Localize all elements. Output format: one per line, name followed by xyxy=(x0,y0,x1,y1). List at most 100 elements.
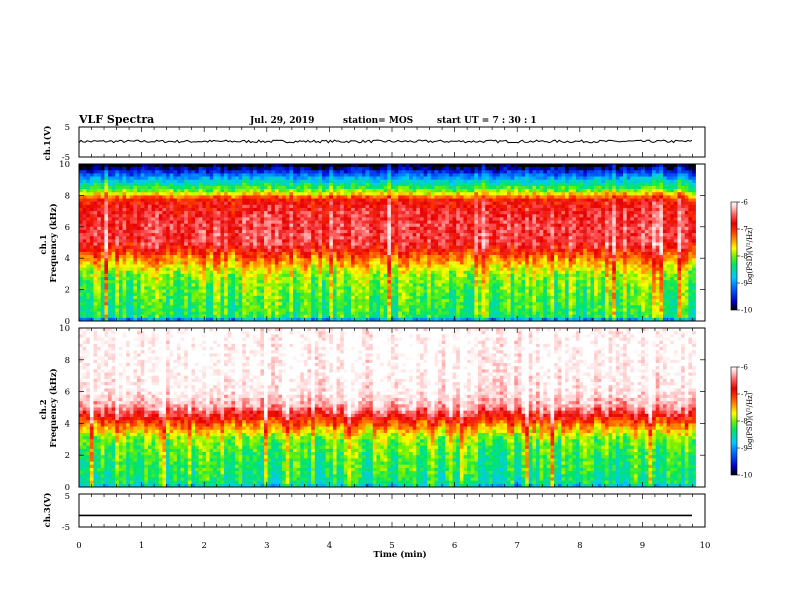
spec1-cell xyxy=(637,189,642,193)
spec1-cell xyxy=(169,201,174,206)
spec1-cell xyxy=(213,201,218,206)
spec1-cell xyxy=(86,195,91,199)
spec1-cell xyxy=(554,167,559,171)
spec1-cell xyxy=(347,201,352,206)
spec1-cell xyxy=(536,204,540,209)
spec1-cell xyxy=(619,201,624,206)
spec1-cell xyxy=(325,207,330,212)
spec1-cell xyxy=(510,173,515,177)
spec1-cell xyxy=(213,226,218,231)
spec1-cell xyxy=(231,229,236,234)
spec1-cell xyxy=(681,248,686,253)
spec1-cell xyxy=(249,242,254,246)
spec1-cell xyxy=(234,220,239,224)
spec1-cell xyxy=(122,185,127,190)
spec1-cell xyxy=(97,195,102,199)
spec1-cell xyxy=(441,204,446,209)
spec1-cell xyxy=(303,167,308,171)
spec1-cell xyxy=(140,248,145,253)
spec1-cell xyxy=(227,233,232,237)
spec1-cell xyxy=(325,204,330,209)
spec1-cell xyxy=(387,176,392,180)
spec1-cell xyxy=(438,170,443,174)
spec1-cell xyxy=(202,189,207,193)
spec1-cell xyxy=(644,185,649,190)
spec1-cell xyxy=(434,226,439,231)
spec1-cell xyxy=(318,220,323,224)
spec1-cell xyxy=(590,179,595,184)
spec1-cell xyxy=(242,201,247,206)
spec1-cell xyxy=(514,242,519,246)
spec1-cell xyxy=(521,179,526,184)
spec1-cell xyxy=(137,236,141,240)
spec1-cell xyxy=(347,236,352,240)
spec1-cell xyxy=(670,198,675,202)
spec1-cell xyxy=(336,189,341,193)
spec1-cell xyxy=(427,220,432,224)
spec1-cell xyxy=(503,207,508,212)
spec1-cell xyxy=(300,220,305,224)
spec1-cell xyxy=(456,204,461,209)
spec1-cell xyxy=(97,189,102,193)
spec1-cell xyxy=(238,223,243,228)
spec1-cell xyxy=(347,214,352,218)
spec1-cell xyxy=(492,176,497,180)
spec1-cell xyxy=(612,201,617,206)
spec1-cell xyxy=(594,198,598,202)
spec1-cell xyxy=(615,170,620,174)
spec1-cell xyxy=(575,201,580,206)
spec1-cell xyxy=(604,211,609,215)
spec1-cell xyxy=(278,229,283,234)
spec1-cell xyxy=(401,182,406,187)
spec1-cell xyxy=(575,236,580,240)
spec1-cell xyxy=(405,167,410,171)
spec1-cell xyxy=(126,198,131,202)
spec1-cell xyxy=(122,182,127,187)
spec1-cell xyxy=(659,179,664,184)
spec1-cell xyxy=(166,236,170,240)
spec1-cell xyxy=(82,164,87,168)
spec1-cell xyxy=(133,248,138,253)
spec1-cell xyxy=(361,198,366,202)
spec1-cell xyxy=(267,170,272,174)
spec1-cell xyxy=(459,164,464,168)
spec1-cell xyxy=(209,201,214,206)
spec1-cell xyxy=(166,239,170,243)
spec1-cell xyxy=(691,195,696,199)
spec1-cell xyxy=(180,248,185,253)
spec1-cell xyxy=(267,195,272,199)
spec1-cell xyxy=(318,182,323,187)
spec1-cell xyxy=(430,176,435,180)
spec1-cell xyxy=(445,195,450,199)
spec1-cell xyxy=(365,198,370,202)
spec1-cell xyxy=(369,198,374,202)
spec1-cell xyxy=(158,201,163,206)
spec1-cell xyxy=(115,170,120,174)
spec1-cell xyxy=(681,207,686,212)
spec1-cell xyxy=(329,233,334,237)
spec1-cell xyxy=(507,204,511,209)
spec1-cell xyxy=(416,179,421,184)
spec1-cell xyxy=(456,248,461,253)
spec1-cell xyxy=(322,173,326,177)
spec1-cell xyxy=(369,223,374,228)
spec1-cell xyxy=(448,242,453,246)
spec1-cell xyxy=(180,198,185,202)
spec1-cell xyxy=(496,211,501,215)
spec1-cell xyxy=(162,167,167,171)
spec1-cell xyxy=(670,236,675,240)
spec1-cell xyxy=(343,182,348,187)
spec1-cell xyxy=(691,223,696,228)
spec1-cell xyxy=(419,233,424,237)
spec1-cell xyxy=(536,220,540,224)
spec1-cell xyxy=(361,229,366,234)
spec1-cell xyxy=(405,229,410,234)
spec1-cell xyxy=(568,182,573,187)
spec1-cell xyxy=(238,229,243,234)
spec1-cell xyxy=(691,204,696,209)
spec1-cell xyxy=(550,236,555,240)
spec1-cell xyxy=(463,242,468,246)
spec1-cell xyxy=(416,226,421,231)
spec1-cell xyxy=(550,245,555,250)
spec1-cell xyxy=(623,242,627,246)
